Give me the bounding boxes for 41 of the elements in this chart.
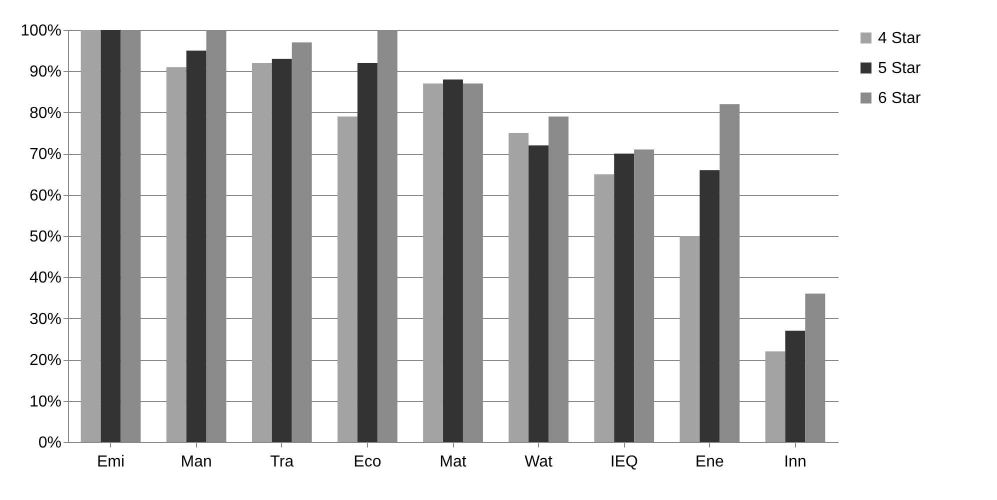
- bar: [100, 30, 121, 442]
- bar: [80, 30, 101, 442]
- y-tick-label: 40%: [29, 270, 62, 287]
- bar: [614, 154, 634, 442]
- x-tick-label: Man: [180, 454, 212, 470]
- bar: [765, 351, 786, 442]
- bar: [166, 67, 186, 442]
- y-tick-label: 70%: [29, 146, 62, 164]
- x-tick-label: Tra: [270, 454, 294, 470]
- bar: [700, 170, 720, 442]
- y-tick-label: 80%: [29, 104, 62, 122]
- x-tick-label: Mat: [440, 454, 467, 470]
- bar: [357, 62, 378, 442]
- bar: [186, 50, 206, 442]
- bar: [785, 330, 806, 442]
- legend-label: 4 Star: [878, 30, 922, 47]
- y-tick-label: 60%: [29, 187, 62, 204]
- x-tick-label: Wat: [524, 454, 554, 470]
- bar: [252, 62, 272, 442]
- bar: [423, 84, 444, 442]
- x-tick-label: Emi: [96, 454, 125, 470]
- y-tick-label: 90%: [29, 64, 62, 81]
- x-tick-label: Inn: [784, 454, 806, 470]
- bar: [272, 58, 292, 442]
- x-tick-label: Eco: [354, 454, 382, 470]
- bar: [680, 236, 700, 442]
- bar: [443, 79, 463, 442]
- x-tick-label: Ene: [695, 454, 724, 470]
- y-tick-label: 10%: [29, 393, 62, 410]
- bar: [338, 116, 358, 442]
- y-tick-label: 0%: [38, 434, 62, 452]
- y-tick-label: 30%: [29, 310, 62, 328]
- legend-label: 6 Star: [878, 90, 922, 107]
- y-tick-label: 20%: [29, 352, 62, 370]
- y-tick-label: 50%: [29, 228, 62, 246]
- legend-label: 5 Star: [878, 60, 922, 77]
- bar: [594, 174, 614, 442]
- x-tick-label: IEQ: [610, 454, 638, 470]
- bar: [528, 145, 549, 442]
- bar: [508, 133, 529, 442]
- y-tick-label: 100%: [20, 22, 62, 40]
